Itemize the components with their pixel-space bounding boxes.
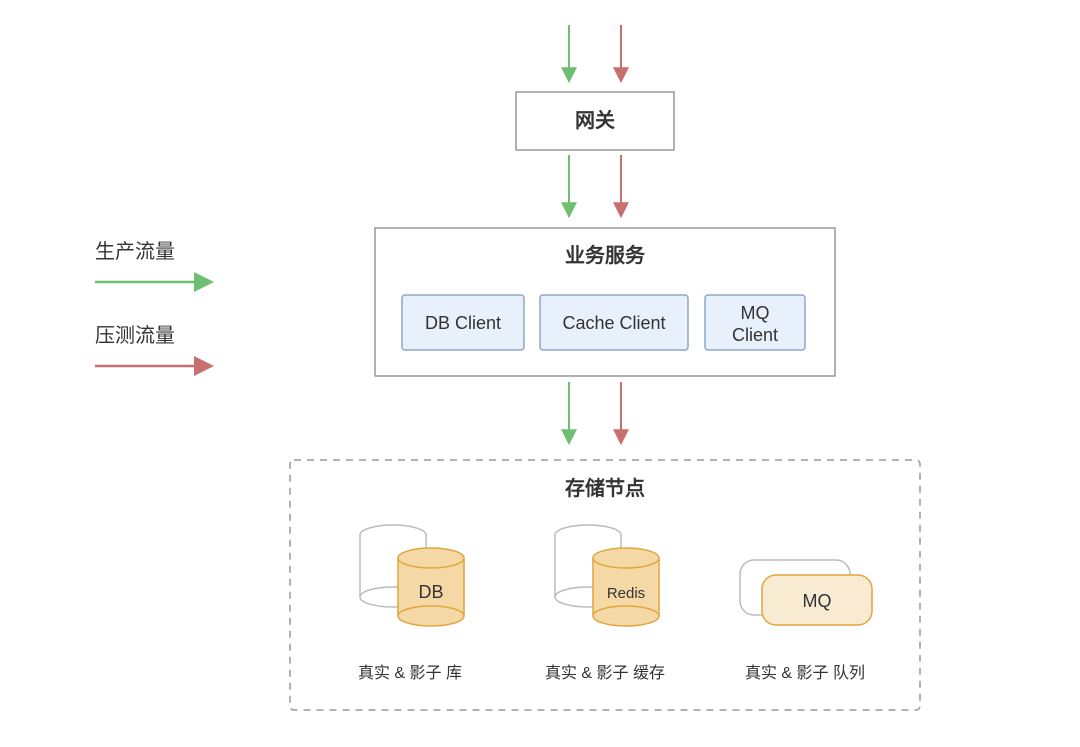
db-caption: 真实 & 影子 库 [358, 664, 462, 682]
architecture-diagram: 网关 业务服务 DB Client Cache Client MQ Client… [0, 0, 1080, 747]
mq-cyl-label: MQ [803, 591, 832, 611]
redis-shadow-cylinder: Redis [593, 548, 659, 626]
db-cyl-label: DB [418, 582, 443, 602]
storage-label: 存储节点 [565, 476, 645, 500]
service-label: 业务服务 [565, 243, 646, 267]
db-shadow-cylinder: DB [398, 548, 464, 626]
mq-client-label-l2: Client [732, 325, 778, 345]
db-client-label: DB Client [425, 313, 501, 333]
mq-shadow-rect: MQ [762, 575, 872, 625]
legend-stress-label: 压测流量 [95, 324, 175, 347]
mq-caption: 真实 & 影子 队列 [745, 664, 865, 682]
legend-prod-label: 生产流量 [95, 240, 175, 263]
mq-client-label-l1: MQ [741, 303, 770, 323]
cache-client-label: Cache Client [562, 313, 665, 333]
redis-cyl-label: Redis [607, 585, 645, 602]
redis-caption: 真实 & 影子 缓存 [545, 664, 665, 682]
gateway-label: 网关 [575, 108, 615, 132]
